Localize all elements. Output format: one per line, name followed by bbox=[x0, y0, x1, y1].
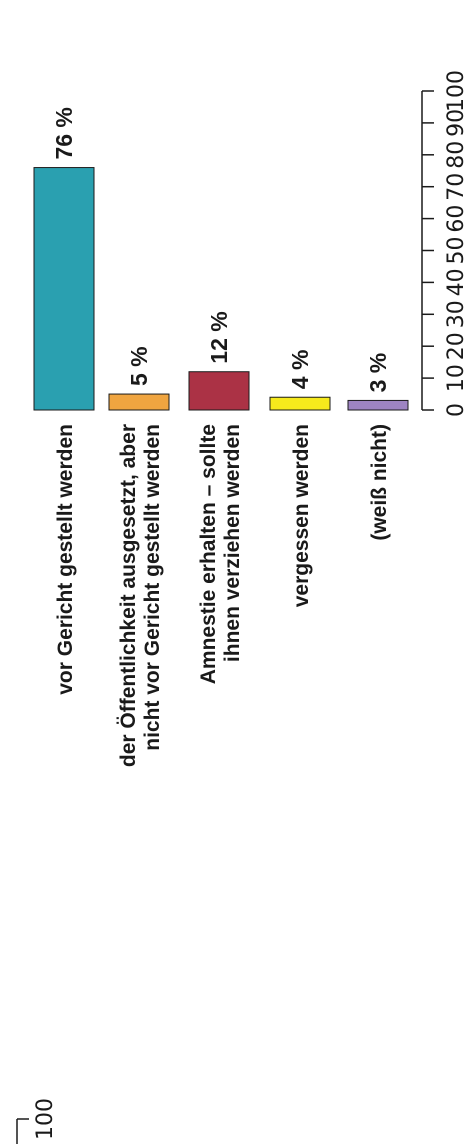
category-label: ihnen verziehen werden bbox=[221, 424, 244, 662]
category-label: nicht vor Gericht gestellt werden bbox=[141, 424, 164, 751]
category-label: vergessen werden bbox=[290, 424, 313, 607]
bar-value-label: 12 % bbox=[206, 311, 232, 363]
category-label: Amnestie erhalten – sollte bbox=[197, 424, 220, 684]
category-label: der Öffentlichkeit ausgesetzt, aber bbox=[117, 424, 140, 767]
axis-tick-label: 90 bbox=[444, 109, 469, 137]
category-labels: vor Gericht gestellt werden der Öffentlic… bbox=[54, 424, 391, 767]
axis-tick-label: 50 bbox=[444, 237, 469, 265]
axis-tick-label: 30 bbox=[444, 300, 469, 328]
stray-tick-label: 100 bbox=[33, 1098, 58, 1140]
axis-tick-label: 0 bbox=[444, 403, 469, 417]
category-label: vor Gericht gestellt werden bbox=[54, 424, 77, 695]
axis-tick-label: 100 bbox=[444, 70, 469, 112]
bar bbox=[188, 371, 250, 411]
bar bbox=[108, 393, 170, 411]
axis-tick-label: 80 bbox=[444, 141, 469, 169]
axis-tick-label: 70 bbox=[444, 173, 469, 201]
bar-value-label: 76 % bbox=[51, 107, 77, 159]
bar bbox=[269, 396, 331, 411]
bar-value-label: 4 % bbox=[287, 350, 313, 390]
bars: 76 % 5 % 12 % 4 % 3 % bbox=[33, 107, 409, 411]
bar-value-label: 5 % bbox=[126, 346, 152, 386]
category-label: (weiß nicht) bbox=[368, 424, 391, 541]
bar bbox=[347, 399, 409, 411]
axis-tick-label: 10 bbox=[444, 364, 469, 392]
axis-tick-label: 40 bbox=[444, 268, 469, 296]
bar-value-label: 3 % bbox=[365, 353, 391, 393]
stray-axis-fragment: 100 bbox=[16, 1098, 58, 1144]
bar bbox=[33, 167, 95, 411]
axis-tick-label: 20 bbox=[444, 332, 469, 360]
axis-tick-label: 60 bbox=[444, 205, 469, 233]
